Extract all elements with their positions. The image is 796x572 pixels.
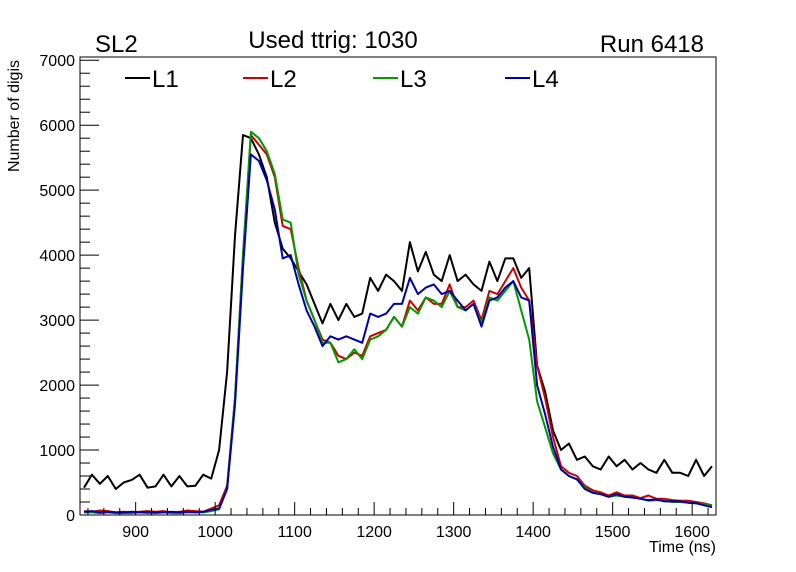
- series-line-l1: [83, 134, 713, 490]
- x-axis-title: Time (ns): [649, 539, 716, 556]
- x-tick-label: 1100: [277, 524, 312, 541]
- y-tick-label: 5000: [39, 183, 75, 200]
- superlayer-label: SL2: [95, 31, 138, 58]
- legend-label-l2: L2: [270, 66, 297, 93]
- y-axis-title: Number of digis: [6, 60, 23, 172]
- series-layer: [83, 130, 713, 515]
- y-tick-label: 0: [66, 508, 75, 525]
- legend-label-l4: L4: [532, 66, 559, 93]
- run-label: Run 6418: [600, 31, 704, 58]
- y-tick-label: 6000: [39, 118, 75, 135]
- legend-label-l1: L1: [152, 66, 179, 93]
- y-tick-label: 3000: [39, 313, 75, 330]
- x-tick-label: 1600: [674, 524, 710, 541]
- legend-label-l3: L3: [400, 66, 427, 93]
- x-tick-label: 1200: [356, 524, 392, 541]
- x-tick-label: 1400: [515, 524, 551, 541]
- y-tick-label: 7000: [39, 53, 75, 70]
- legend: L1 L2 L3 L4: [125, 66, 559, 93]
- y-tick-label: 4000: [39, 248, 75, 265]
- x-tick-label: 900: [122, 524, 149, 541]
- ttrig-label: Used ttrig: 1030: [248, 27, 417, 54]
- x-tick-label: 1500: [595, 524, 631, 541]
- y-tick-label: 1000: [39, 443, 75, 460]
- y-tick-label: 2000: [39, 378, 75, 395]
- x-tick-label: 1000: [197, 524, 233, 541]
- x-tick-label: 1300: [436, 524, 472, 541]
- axis-layer: 900 1000 1100 1200 1300 1400 1500 1600 0 1000 2000…: [39, 53, 710, 541]
- series-line-l4: [83, 153, 713, 514]
- plot-frame: [79, 56, 717, 516]
